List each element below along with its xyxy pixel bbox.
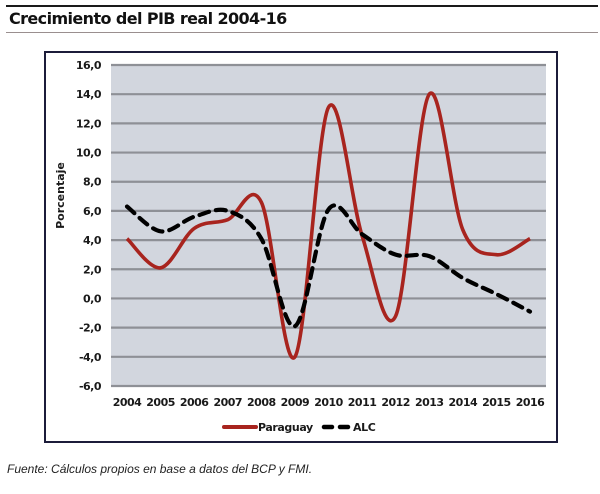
y-tick-label: 2,0 — [83, 263, 102, 276]
y-axis-label: Porcentaje — [54, 162, 67, 229]
y-tick-label: 6,0 — [83, 205, 102, 218]
x-tick-label: 2008 — [247, 396, 276, 409]
legend: Paraguay ALC — [222, 421, 376, 434]
x-tick-label: 2012 — [381, 396, 410, 409]
x-tick-label: 2005 — [146, 396, 175, 409]
x-tick-label: 2016 — [516, 396, 545, 409]
gridlines — [111, 63, 546, 388]
x-tick-label: 2014 — [449, 396, 478, 409]
y-tick-label: 12,0 — [76, 117, 102, 130]
x-tick-label: 2010 — [314, 396, 343, 409]
y-tick-label: 10,0 — [76, 147, 102, 160]
series-line-paraguay — [125, 91, 531, 360]
y-tick-label: 4,0 — [83, 234, 102, 247]
y-tick-label: -6,0 — [79, 380, 102, 393]
series-lines — [124, 91, 533, 360]
x-tick-label: 2004 — [113, 396, 142, 409]
x-tick-label: 2006 — [180, 396, 209, 409]
y-tick-label: 16,0 — [76, 59, 102, 72]
plot-area — [111, 65, 546, 386]
x-tick-label: 2011 — [348, 396, 377, 409]
chart-title: Crecimiento del PIB real 2004-16 — [9, 9, 287, 28]
y-tick-label: 8,0 — [83, 176, 102, 189]
y-tick-label: -2,0 — [79, 322, 102, 335]
title-rule — [6, 32, 598, 33]
y-tick-label: 14,0 — [76, 88, 102, 101]
source-note: Fuente: Cálculos propios en base a datos… — [7, 462, 313, 476]
y-tick-label: -4,0 — [79, 351, 102, 364]
y-tick-labels: 16,0 14,0 12,0 10,0 8,0 6,0 4,0 2,0 0,0 -2,0 -4,0 -… — [76, 59, 102, 393]
top-rule — [6, 5, 598, 7]
series-line-alc — [124, 203, 533, 329]
x-tick-label: 2009 — [281, 396, 310, 409]
legend-label-paraguay: Paraguay — [258, 421, 313, 434]
x-tick-label: 2007 — [213, 396, 242, 409]
y-tick-label: 0,0 — [83, 292, 102, 305]
x-tick-label: 2015 — [482, 396, 511, 409]
legend-label-alc: ALC — [353, 421, 376, 434]
x-tick-label: 2013 — [415, 396, 444, 409]
x-tick-labels: 2004 2005 2006 2007 2008 2009 2010 2011 2012 2013… — [113, 396, 546, 409]
